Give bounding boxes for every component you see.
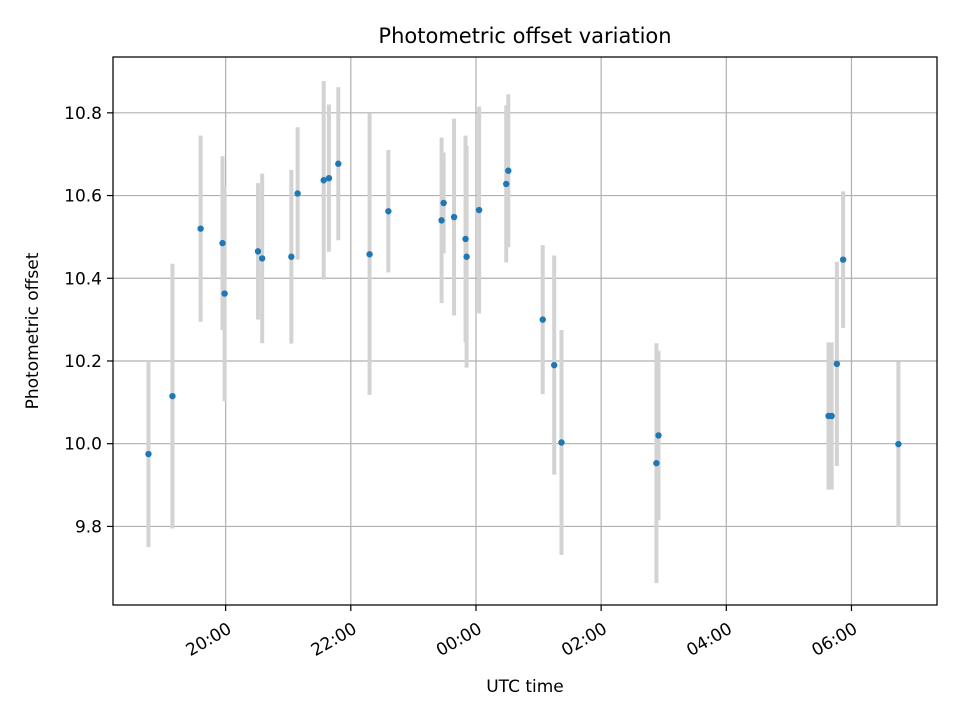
chart-title: Photometric offset variation: [378, 24, 671, 48]
data-point: [653, 459, 660, 467]
data-point: [221, 290, 228, 297]
data-point: [325, 174, 333, 182]
data-point: [839, 256, 847, 263]
data-point: [254, 248, 262, 255]
y-tick-label: 10.0: [64, 435, 102, 455]
data-point: [828, 412, 835, 420]
y-axis: 9.8 10.0 10.2 10.4 10.6 10.8: [64, 104, 113, 537]
plot-frame: [112, 56, 938, 606]
data-point: [438, 217, 445, 224]
data-point: [539, 316, 546, 323]
data-point: [288, 253, 295, 260]
data-point: [320, 177, 327, 184]
data-point: [145, 450, 152, 458]
y-tick-label: 9.8: [75, 517, 102, 537]
data-point: [385, 208, 392, 215]
data-point: [258, 255, 266, 262]
data-points: [145, 160, 902, 467]
data-point: [294, 190, 301, 197]
data-point: [505, 167, 512, 174]
data-point: [551, 361, 558, 369]
data-point: [169, 392, 176, 400]
y-tick-label: 10.6: [64, 187, 102, 207]
y-axis-label: Photometric offset: [23, 252, 43, 409]
y-tick-label: 10.4: [64, 269, 102, 289]
data-point: [558, 439, 565, 446]
data-point: [463, 253, 470, 260]
data-point: [475, 206, 483, 214]
data-point: [895, 440, 902, 448]
y-tick-label: 10.8: [64, 104, 102, 124]
data-point: [219, 239, 226, 247]
y-tick-label: 10.2: [64, 352, 102, 372]
data-point: [833, 360, 841, 368]
x-axis-label: UTC time: [486, 677, 564, 697]
data-point: [655, 432, 662, 439]
data-point: [503, 180, 510, 188]
data-point: [462, 235, 469, 243]
data-point: [440, 199, 447, 207]
data-point: [197, 225, 204, 232]
plot-area: [113, 57, 937, 605]
data-point: [366, 251, 373, 258]
data-point: [450, 213, 458, 221]
grid: [113, 57, 937, 605]
data-point: [335, 160, 342, 167]
